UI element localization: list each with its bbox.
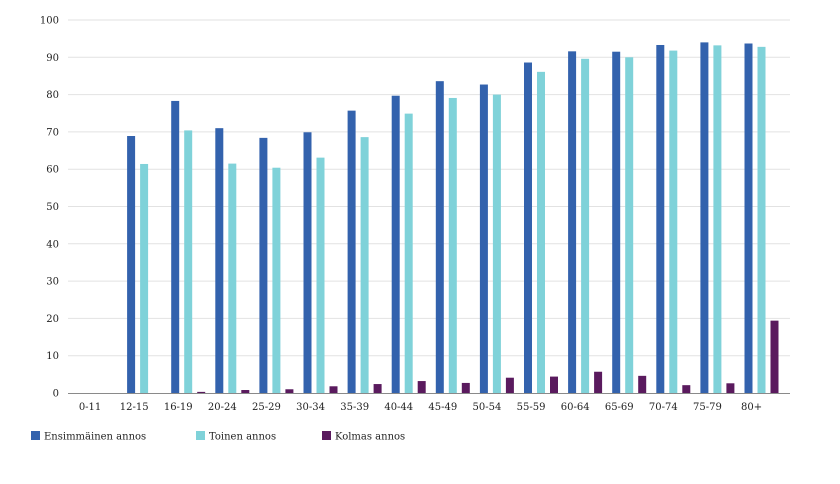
legend-swatch: [31, 431, 40, 440]
bar-toinen-annos-50-54[interactable]: [492, 94, 501, 393]
bar-toinen-annos-30-34[interactable]: [316, 157, 325, 393]
x-tick-label: 55-59: [517, 402, 546, 413]
x-axis-ticks: 0-11 12-15 16-19 20-24 25-29 30-34 35-39 40-44 4…: [79, 402, 762, 413]
bar-ensimm-inen-annos-40-44[interactable]: [391, 95, 400, 393]
legend-item[interactable]: Kolmas annos: [322, 431, 405, 443]
x-tick-label: 12-15: [120, 402, 149, 413]
bar-kolmas-annos-25-29[interactable]: [285, 389, 294, 393]
bar-kolmas-annos-80+[interactable]: [770, 320, 779, 393]
x-tick-label: 35-39: [340, 402, 369, 413]
bar-ensimm-inen-annos-75-79[interactable]: [700, 42, 709, 393]
bar-kolmas-annos-35-39[interactable]: [373, 384, 382, 393]
x-tick-label: 16-19: [164, 402, 193, 413]
bar-ensimm-inen-annos-45-49[interactable]: [435, 81, 444, 394]
bar-toinen-annos-65-69[interactable]: [625, 57, 634, 394]
x-tick-label: 20-24: [208, 402, 237, 413]
bar-toinen-annos-45-49[interactable]: [448, 97, 457, 394]
x-tick-label: 70-74: [649, 402, 678, 413]
y-tick-label: 80: [46, 90, 59, 101]
x-tick-label: 40-44: [384, 402, 413, 413]
bar-ensimm-inen-annos-80+[interactable]: [744, 43, 753, 394]
bar-toinen-annos-60-64[interactable]: [581, 58, 590, 393]
legend-label: Ensimmäinen annos: [44, 432, 146, 443]
bar-kolmas-annos-65-69[interactable]: [638, 375, 647, 393]
bar-toinen-annos-20-24[interactable]: [228, 163, 237, 393]
bar-toinen-annos-75-79[interactable]: [713, 45, 722, 394]
bar-kolmas-annos-50-54[interactable]: [505, 377, 514, 393]
bar-ensimm-inen-annos-35-39[interactable]: [347, 110, 356, 393]
legend-swatch: [322, 431, 331, 440]
legend-item[interactable]: Toinen annos: [196, 431, 276, 443]
legend: Ensimmäinen annos Toinen annos Kolmas anno…: [31, 431, 405, 443]
x-tick-label: 45-49: [428, 402, 457, 413]
x-tick-label: 80+: [741, 402, 762, 413]
legend-label: Toinen annos: [209, 432, 276, 443]
bar-ensimm-inen-annos-65-69[interactable]: [612, 51, 621, 393]
y-tick-label: 100: [40, 16, 59, 27]
y-tick-label: 50: [46, 202, 59, 213]
legend-item[interactable]: Ensimmäinen annos: [31, 431, 146, 443]
bar-kolmas-annos-55-59[interactable]: [550, 376, 558, 393]
bar-kolmas-annos-60-64[interactable]: [594, 371, 603, 393]
x-tick-label: 65-69: [605, 402, 634, 413]
y-axis-ticks: 0 10 20 30 40 50 60 70 80 90 100: [40, 16, 59, 400]
bar-ensimm-inen-annos-16-19[interactable]: [171, 100, 180, 393]
bar-kolmas-annos-45-49[interactable]: [461, 382, 470, 393]
bar-toinen-annos-40-44[interactable]: [404, 113, 413, 394]
y-tick-label: 0: [53, 389, 59, 400]
bar-ensimm-inen-annos-60-64[interactable]: [568, 51, 577, 393]
bar-toinen-annos-80+[interactable]: [757, 46, 766, 394]
y-tick-label: 10: [46, 351, 59, 362]
legend-swatch: [196, 431, 205, 440]
bar-kolmas-annos-16-19[interactable]: [197, 391, 206, 393]
y-tick-label: 90: [46, 53, 59, 64]
bar-toinen-annos-16-19[interactable]: [184, 130, 193, 393]
bar-toinen-annos-25-29[interactable]: [272, 167, 281, 393]
bar-ensimm-inen-annos-70-74[interactable]: [656, 44, 665, 394]
bar-ensimm-inen-annos-30-34[interactable]: [303, 132, 312, 393]
legend-label: Kolmas annos: [335, 432, 405, 443]
bar-kolmas-annos-75-79[interactable]: [726, 383, 735, 393]
x-tick-label: 0-11: [79, 402, 101, 413]
bar-ensimm-inen-annos-20-24[interactable]: [215, 128, 224, 394]
bar-toinen-annos-55-59[interactable]: [537, 71, 545, 393]
x-tick-label: 30-34: [296, 402, 325, 413]
bar-kolmas-annos-70-74[interactable]: [682, 385, 691, 393]
bar-ensimm-inen-annos-25-29[interactable]: [259, 137, 268, 393]
bar-toinen-annos-12-15[interactable]: [140, 163, 149, 393]
bar-toinen-annos-70-74[interactable]: [669, 50, 678, 394]
bar-ensimm-inen-annos-55-59[interactable]: [524, 62, 532, 394]
x-tick-label: 60-64: [561, 402, 590, 413]
bar-ensimm-inen-annos-12-15[interactable]: [127, 136, 136, 393]
bar-kolmas-annos-30-34[interactable]: [329, 386, 338, 393]
bars: [127, 42, 779, 394]
y-tick-label: 70: [46, 127, 59, 138]
y-tick-label: 40: [46, 239, 59, 250]
x-tick-label: 50-54: [473, 402, 502, 413]
bar-ensimm-inen-annos-50-54[interactable]: [479, 84, 488, 393]
x-tick-label: 75-79: [693, 402, 722, 413]
y-tick-label: 30: [46, 277, 59, 288]
bar-toinen-annos-35-39[interactable]: [360, 137, 369, 393]
x-tick-label: 25-29: [252, 402, 281, 413]
bar-kolmas-annos-20-24[interactable]: [241, 390, 250, 393]
bar-kolmas-annos-40-44[interactable]: [417, 381, 426, 393]
y-tick-label: 60: [46, 165, 59, 176]
y-tick-label: 20: [46, 314, 59, 325]
